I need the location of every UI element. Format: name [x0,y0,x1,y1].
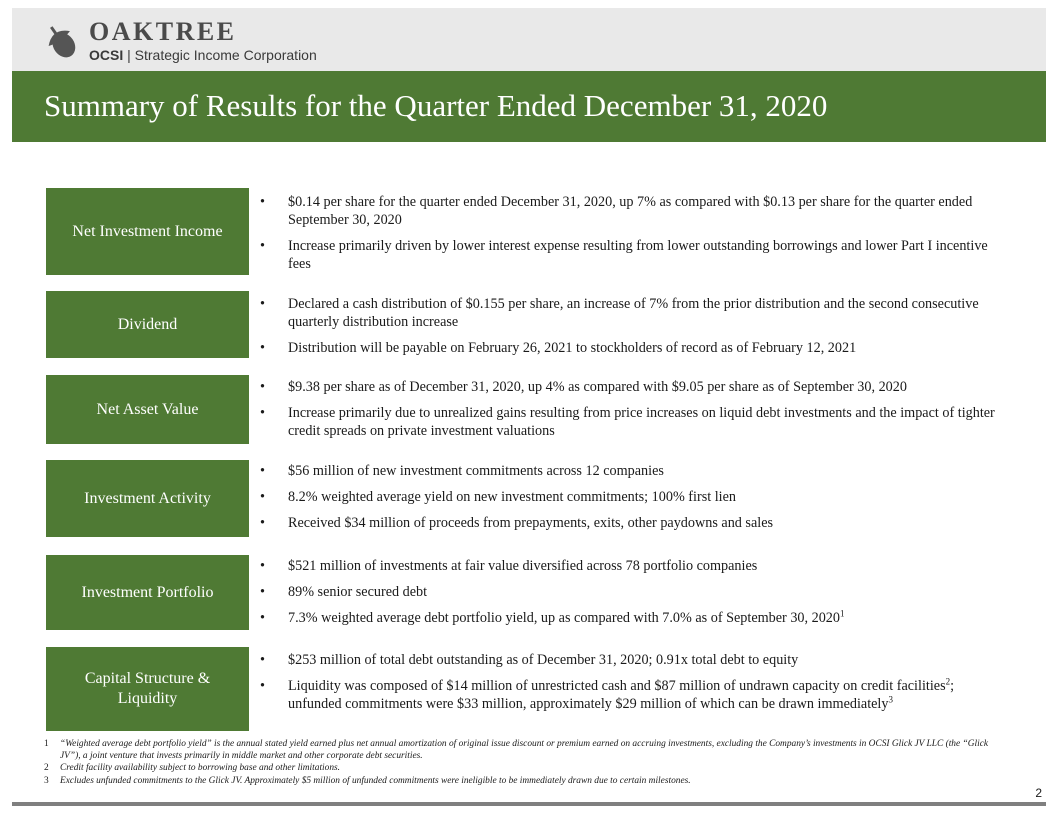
title-band: Summary of Results for the Quarter Ended… [12,71,1046,142]
section-label: Net Asset Value [46,375,249,444]
footnotes: 1 “Weighted average debt portfolio yield… [44,738,1004,787]
section-label-line: Capital Structure & [84,670,211,687]
section-label: Investment Activity [46,460,249,537]
footnote-ref: 1 [839,608,845,619]
bullet-item: Increase primarily due to unrealized gai… [257,404,1002,440]
footnote: 3 Excludes unfunded commitments to the G… [44,775,1004,787]
section-label: Investment Portfolio [46,555,249,630]
bottom-rule [12,802,1046,806]
bullet-item: $521 million of investments at fair valu… [257,557,1002,575]
section-label: Dividend [46,291,249,358]
logo-ticker: OCSI [89,47,124,63]
acorn-logo-icon [48,26,76,58]
bullet-item: Liquidity was composed of $14 million of… [257,677,1002,713]
logo-brand: OAKTREE [89,17,237,46]
section-bullets: $253 million of total debt outstanding a… [257,651,1002,721]
bullet-item: Received $34 million of proceeds from pr… [257,514,1002,532]
section-bullets: $521 million of investments at fair valu… [257,557,1002,635]
bullet-item: Increase primarily driven by lower inter… [257,237,1002,273]
bullet-item: Distribution will be payable on February… [257,339,1002,357]
section-label: Capital Structure & Liquidity [46,647,249,731]
bullet-item: 89% senior secured debt [257,583,1002,601]
bullet-item: 8.2% weighted average yield on new inves… [257,488,1002,506]
logo-company: Strategic Income Corporation [134,47,317,63]
section-bullets: Declared a cash distribution of $0.155 p… [257,295,1002,365]
logo-subtitle: OCSI | Strategic Income Corporation [89,47,317,63]
bullet-item: $56 million of new investment commitment… [257,462,1002,480]
footnote-ref: 2 [945,676,951,687]
bullet-text: ; unfunded commitments were $33 million,… [288,678,955,712]
footnote-ref: 3 [888,694,893,705]
logo-separator: | [127,47,131,63]
footnote-text: Excludes unfunded commitments to the Gli… [60,775,691,786]
bullet-item: $9.38 per share as of December 31, 2020,… [257,378,1002,396]
footnote-number: 3 [44,775,49,786]
footnote-number: 2 [44,763,49,774]
page-number: 2 [1035,786,1042,800]
bullet-item: $0.14 per share for the quarter ended De… [257,193,1002,229]
section-bullets: $56 million of new investment commitment… [257,462,1002,540]
section-bullets: $9.38 per share as of December 31, 2020,… [257,378,1002,448]
bullet-text: Liquidity was composed of $14 million of… [288,678,946,694]
footnote-number: 1 [44,739,49,749]
footnote: 1 “Weighted average debt portfolio yield… [44,738,1004,762]
bullet-item: 7.3% weighted average debt portfolio yie… [257,609,1002,627]
bullet-item: Declared a cash distribution of $0.155 p… [257,295,1002,331]
footnote-text: “Weighted average debt portfolio yield” … [60,739,989,762]
bullet-item: $253 million of total debt outstanding a… [257,651,1002,669]
page-title: Summary of Results for the Quarter Ended… [44,88,828,123]
section-label: Net Investment Income [46,188,249,275]
section-bullets: $0.14 per share for the quarter ended De… [257,193,1002,281]
bullet-text: 7.3% weighted average debt portfolio yie… [288,610,840,626]
header-band [12,8,1046,71]
footnote-text: Credit facility availability subject to … [60,763,341,774]
footnote: 2 Credit facility availability subject t… [44,762,1004,774]
section-label-line: Liquidity [117,690,178,707]
